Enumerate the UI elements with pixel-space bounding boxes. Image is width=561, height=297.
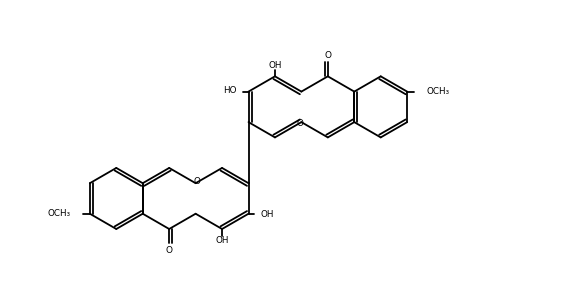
Text: OCH₃: OCH₃ bbox=[426, 87, 450, 96]
Text: OCH₃: OCH₃ bbox=[47, 209, 71, 218]
Text: OH: OH bbox=[261, 210, 274, 219]
Text: OH: OH bbox=[215, 236, 229, 245]
Text: O: O bbox=[324, 51, 332, 60]
Text: O: O bbox=[194, 177, 201, 186]
Text: OH: OH bbox=[268, 61, 282, 70]
Text: O: O bbox=[165, 246, 173, 255]
Text: HO: HO bbox=[223, 86, 236, 95]
Text: O: O bbox=[296, 119, 303, 128]
